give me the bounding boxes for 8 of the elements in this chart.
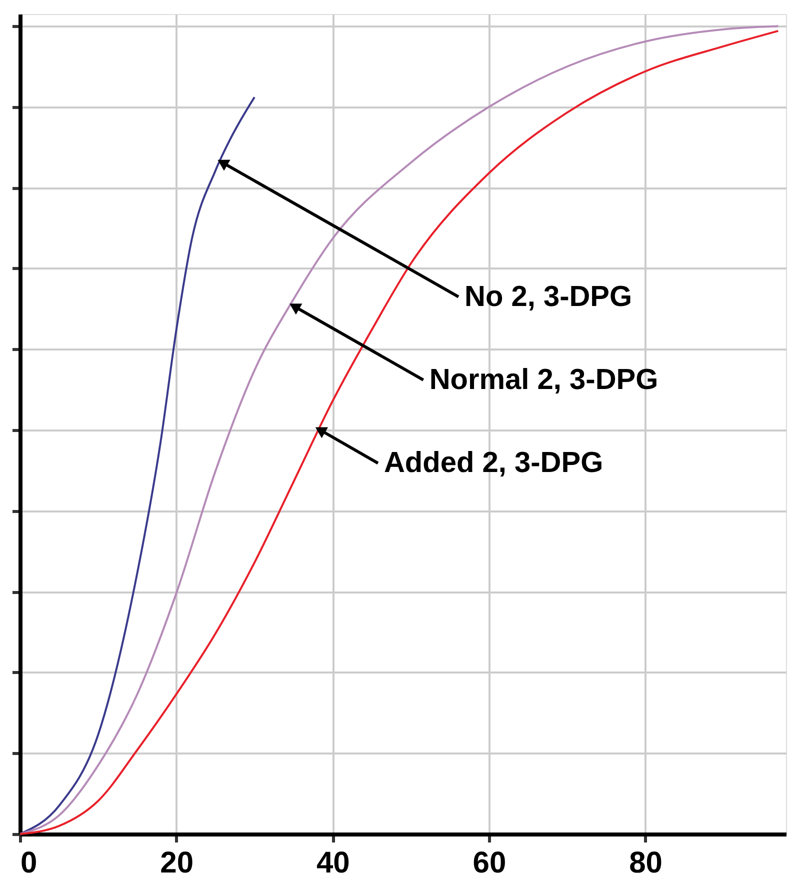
x-tick-label: 40 xyxy=(316,846,350,880)
x-tick-label: 0 xyxy=(20,846,38,880)
x-tick-label: 60 xyxy=(472,846,506,880)
x-tick-label: 20 xyxy=(160,846,194,880)
x-tick-label: 80 xyxy=(629,846,662,880)
annotation: No 2, 3-DPG xyxy=(464,280,632,313)
annotation: Normal 2, 3-DPG xyxy=(429,364,658,396)
annotation: Added 2, 3-DPG xyxy=(384,447,604,480)
